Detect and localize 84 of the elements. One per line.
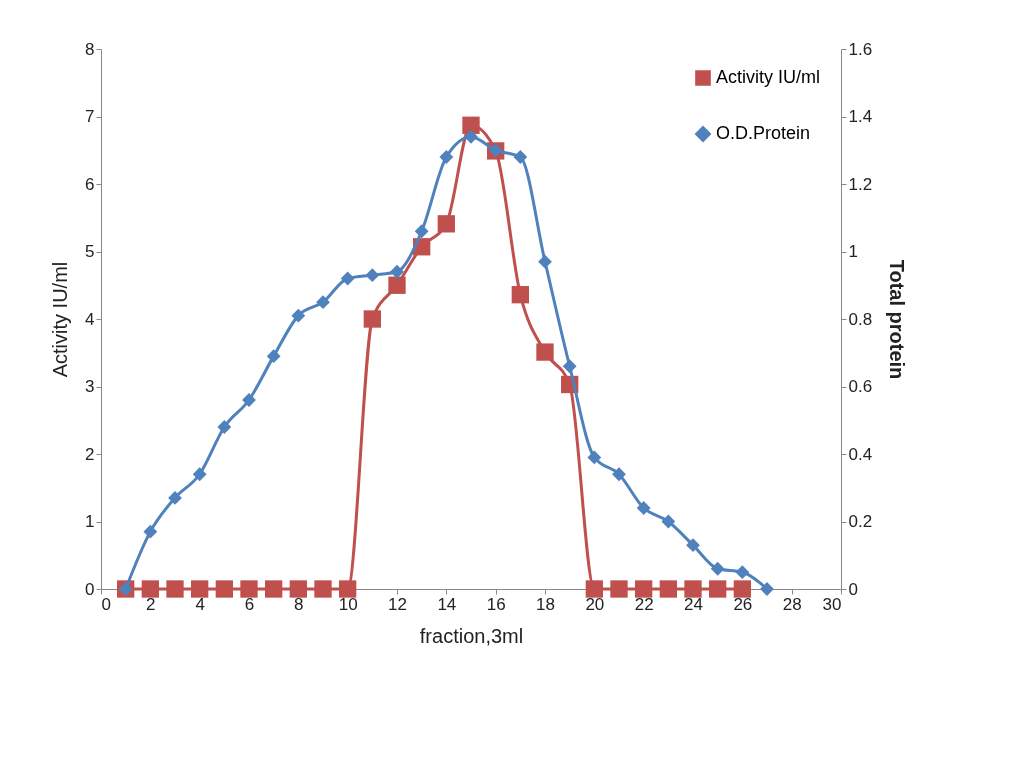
point — [168, 490, 182, 505]
point — [536, 343, 554, 361]
point — [709, 580, 727, 598]
point — [562, 359, 577, 374]
y2-tick-label: 0 — [848, 579, 858, 599]
point — [339, 580, 357, 598]
y-tick-label: 7 — [85, 107, 95, 126]
point — [166, 580, 184, 598]
point — [439, 150, 454, 164]
point — [513, 150, 528, 164]
point — [340, 271, 355, 286]
point — [733, 580, 751, 598]
point — [414, 224, 429, 239]
y2-tick-label: 1.6 — [848, 39, 873, 59]
point — [191, 580, 209, 598]
point — [215, 580, 233, 598]
y-axis-title: Activity IU/ml — [49, 261, 72, 378]
point — [511, 286, 529, 304]
x-tick-label: 12 — [388, 594, 407, 614]
y-tick-label: 8 — [85, 39, 95, 59]
y2-tick-label: 0.8 — [848, 309, 873, 329]
point — [464, 129, 478, 144]
x-tick-label: 22 — [634, 594, 654, 614]
x-tick-label: 16 — [486, 594, 506, 614]
legend-label: Activity IU/ml — [716, 67, 821, 87]
point — [363, 310, 381, 328]
point — [143, 524, 158, 539]
y2-tick-label: 1.4 — [848, 107, 873, 126]
point — [686, 538, 700, 553]
point — [635, 580, 653, 598]
point — [291, 308, 306, 323]
point — [289, 580, 307, 598]
point — [538, 254, 552, 269]
x-tick-label: 4 — [195, 594, 205, 614]
x-tick-label: 24 — [684, 594, 703, 614]
point — [710, 561, 725, 576]
point — [612, 467, 626, 482]
point — [266, 349, 281, 364]
point — [265, 580, 283, 598]
point — [240, 580, 258, 598]
y2-axis-title: Total protein — [886, 259, 909, 380]
point — [610, 580, 628, 598]
x-tick-label: 10 — [338, 594, 358, 614]
y-tick-label: 6 — [85, 174, 95, 194]
legend-label: O.D.Protein — [716, 123, 811, 143]
point — [314, 580, 332, 598]
x-tick-label: 20 — [585, 594, 605, 614]
x-tick-label: 30 — [822, 594, 842, 614]
point — [192, 467, 207, 482]
point — [388, 276, 406, 294]
x-tick-label: 2 — [146, 594, 156, 614]
point — [585, 580, 603, 598]
point — [141, 580, 159, 598]
point — [316, 295, 330, 310]
y-tick-label: 2 — [85, 444, 95, 464]
x-tick-label: 18 — [536, 594, 555, 614]
y2-tick-label: 1 — [848, 242, 858, 261]
point — [636, 501, 651, 515]
y-tick-label: 5 — [85, 242, 95, 261]
x-tick-label: 14 — [437, 594, 457, 614]
x-tick-label: 8 — [294, 594, 304, 614]
y2-tick-label: 1.2 — [848, 174, 873, 194]
x-tick-label: 6 — [244, 594, 255, 614]
point — [587, 450, 602, 465]
point — [684, 580, 702, 598]
point — [462, 116, 480, 134]
x-tick-label: 26 — [733, 594, 753, 614]
x-axis-title: fraction,3ml — [419, 624, 524, 647]
point — [659, 580, 677, 598]
y-tick-label: 0 — [85, 579, 95, 599]
point — [217, 420, 232, 434]
y2-tick-label: 0.6 — [848, 377, 873, 396]
y-tick-label: 4 — [85, 309, 95, 329]
point — [661, 514, 676, 529]
x-tick-label: 28 — [782, 594, 802, 614]
point — [437, 215, 455, 233]
y2-tick-label: 0.4 — [848, 444, 873, 464]
x-tick-label: 0 — [101, 594, 111, 614]
y-tick-label: 3 — [85, 377, 95, 396]
point — [365, 268, 380, 283]
y-tick-label: 1 — [85, 512, 95, 531]
y2-tick-label: 0.2 — [848, 512, 873, 531]
point — [390, 264, 404, 279]
point — [735, 565, 750, 580]
